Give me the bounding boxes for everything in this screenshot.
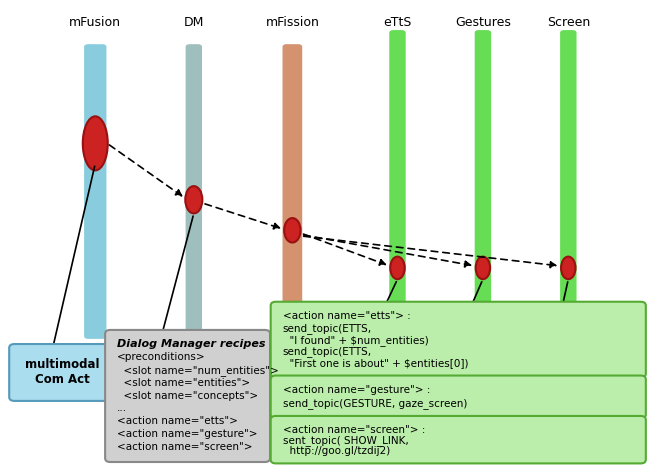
Text: mFission: mFission (265, 16, 319, 30)
Text: send_topic(ETTS,: send_topic(ETTS, (283, 346, 372, 357)
Text: <slot name="concepts">: <slot name="concepts"> (117, 391, 258, 400)
Ellipse shape (284, 218, 300, 243)
Text: <action name="etts"> :: <action name="etts"> : (283, 311, 410, 321)
FancyBboxPatch shape (84, 44, 106, 339)
FancyBboxPatch shape (105, 330, 270, 462)
Ellipse shape (561, 257, 576, 279)
Text: <slot name="entities">: <slot name="entities"> (117, 378, 250, 388)
Text: Dialog Manager recipes: Dialog Manager recipes (117, 339, 265, 349)
FancyBboxPatch shape (283, 44, 302, 386)
Text: <action name="screen">: <action name="screen"> (117, 442, 252, 452)
Text: "First one is about" + $entities[0]): "First one is about" + $entities[0]) (283, 358, 468, 368)
FancyBboxPatch shape (271, 302, 646, 377)
Text: send_topic(GESTURE, gaze_screen): send_topic(GESTURE, gaze_screen) (283, 398, 467, 409)
Text: send_topic(ETTS,: send_topic(ETTS, (283, 323, 372, 334)
Text: Screen: Screen (547, 16, 590, 30)
Ellipse shape (83, 117, 108, 171)
FancyBboxPatch shape (271, 416, 646, 463)
Ellipse shape (390, 257, 405, 279)
Ellipse shape (185, 186, 202, 213)
Text: <action name="screen"> :: <action name="screen"> : (283, 425, 425, 435)
Text: ...: ... (117, 403, 127, 413)
Text: <slot name="num_entities">: <slot name="num_entities"> (117, 365, 279, 376)
FancyBboxPatch shape (185, 44, 202, 386)
FancyBboxPatch shape (9, 344, 115, 401)
FancyBboxPatch shape (271, 376, 646, 418)
Text: <preconditions>: <preconditions> (117, 352, 206, 362)
FancyBboxPatch shape (560, 30, 577, 332)
Text: <action name="gesture">: <action name="gesture"> (117, 429, 258, 439)
Text: mFusion: mFusion (69, 16, 122, 30)
Text: multimodal
Com Act: multimodal Com Act (25, 359, 99, 386)
Text: http://goo.gl/tzdij2): http://goo.gl/tzdij2) (283, 446, 390, 456)
Text: <action name="etts">: <action name="etts"> (117, 416, 238, 426)
Ellipse shape (476, 257, 490, 279)
Text: <action name="gesture"> :: <action name="gesture"> : (283, 385, 430, 395)
Text: eTtS: eTtS (383, 16, 412, 30)
FancyBboxPatch shape (389, 30, 406, 332)
Text: "I found" + $num_entities): "I found" + $num_entities) (283, 335, 428, 345)
Text: sent_topic( SHOW_LINK,: sent_topic( SHOW_LINK, (283, 436, 408, 446)
FancyBboxPatch shape (474, 30, 491, 332)
Text: Gestures: Gestures (455, 16, 511, 30)
Text: DM: DM (183, 16, 204, 30)
